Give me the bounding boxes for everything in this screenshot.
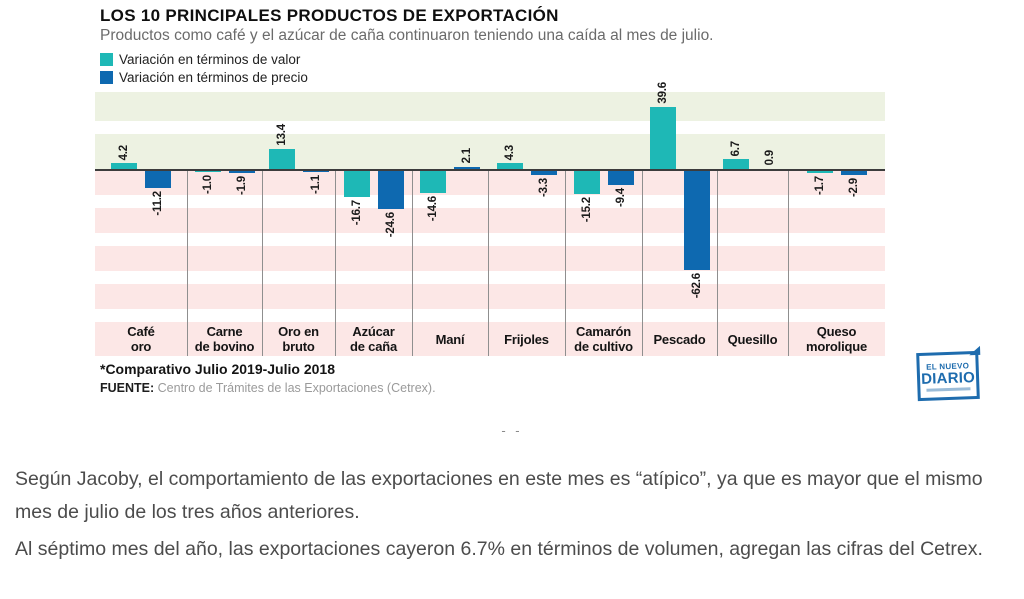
bar-precio-5 [454, 166, 480, 170]
category-label-7: Camarón de cultivo [574, 324, 633, 354]
bar-value-label: -62.6 [690, 273, 703, 299]
el-nuevo-diario-logo: EL NUEVO DIARIO [916, 350, 980, 402]
category-label-5: Maní [435, 331, 465, 347]
bar-valor-10 [806, 170, 833, 173]
category-label-6: Frijoles [504, 331, 549, 347]
bar-value-label: -15.2 [580, 197, 593, 223]
article-paragraph-1: Según Jacoby, el comportamiento de las e… [15, 468, 983, 523]
category-separator-line [565, 170, 566, 356]
bar-value-label: -3.3 [537, 178, 550, 198]
category-label-10: Queso morolique [805, 324, 868, 354]
category-separator-line [335, 170, 336, 356]
bar-value-label: -1.0 [201, 174, 214, 194]
bar-precio-10 [840, 170, 867, 175]
legend-label-valor: Variación en términos de valor [119, 51, 301, 67]
bar-precio-8 [683, 170, 710, 271]
category-separator-line [187, 170, 188, 356]
category-separator-line [788, 170, 789, 356]
positive-band-stripes [95, 92, 885, 170]
negative-band-stripes [95, 170, 885, 322]
bar-precio-1 [145, 170, 171, 188]
bar-precio-7 [607, 170, 634, 186]
bar-value-label: 2.1 [461, 148, 473, 164]
chart-source: FUENTE: Centro de Trámites de las Export… [100, 381, 436, 395]
bar-value-label: 0.9 [763, 150, 776, 166]
bar-valor-1 [111, 163, 137, 170]
bar-value-label: -24.6 [384, 212, 397, 238]
bar-precio-6 [530, 170, 557, 176]
category-separator-line [642, 170, 643, 356]
bar-value-label: -2.9 [847, 177, 860, 197]
logo-line2: DIARIO [920, 368, 976, 388]
category-label-9: Quesillo [727, 331, 778, 347]
category-label-8: Pescado [653, 331, 706, 347]
chart-footnote: *Comparativo Julio 2019-Julio 2018 [100, 361, 335, 377]
article-paragraph-2: Al séptimo mes del año, las exportacione… [15, 538, 983, 560]
bar-value-label: 13.4 [275, 123, 288, 146]
bar-valor-5 [420, 170, 446, 194]
category-label-2: Carne de bovino [194, 324, 255, 354]
bar-value-label: -14.6 [427, 196, 439, 222]
bar-value-label: -9.4 [614, 188, 627, 208]
bar-value-label: -11.2 [152, 190, 164, 216]
bar-value-label: 4.2 [118, 144, 130, 161]
legend-item-valor: Variación en términos de valor [100, 50, 308, 68]
source-label: FUENTE: [100, 381, 155, 395]
bar-valor-7 [573, 170, 600, 195]
category-separator-line [717, 170, 718, 356]
legend-swatch-valor-icon [100, 52, 113, 66]
category-label-4: Azúcar de caña [349, 324, 397, 354]
logo-tagline-bar [926, 386, 971, 392]
category-separator-line [412, 170, 413, 356]
chart-subtitle: Productos como café y el azúcar de caña … [100, 27, 714, 44]
bar-value-label: -1.1 [309, 174, 322, 194]
bar-valor-6 [496, 163, 523, 170]
chart-title: LOS 10 PRINCIPALES PRODUCTOS DE EXPORTAC… [100, 6, 559, 25]
category-label-band [95, 322, 885, 356]
bar-value-label: -1.7 [813, 175, 826, 195]
legend-swatch-precio-icon [100, 70, 113, 84]
bar-value-label: 39.6 [656, 82, 669, 104]
bar-value-label: -1.9 [235, 176, 248, 196]
legend-item-precio: Variación en términos de precio [100, 68, 308, 86]
category-label-1: Café oro [127, 324, 155, 354]
bar-valor-4 [343, 170, 370, 197]
category-separator-line [488, 170, 489, 356]
bar-value-label: 4.3 [503, 144, 516, 161]
legend-label-precio: Variación en términos de precio [119, 69, 308, 85]
bar-precio-2 [228, 170, 255, 174]
source-text: Centro de Trámites de las Exportaciones … [154, 381, 436, 395]
chart-legend: Variación en términos de valor Variación… [100, 50, 308, 86]
bar-value-label: -16.7 [350, 199, 363, 225]
bar-precio-4 [377, 170, 404, 210]
bar-valor-9 [722, 159, 749, 170]
category-separator-line [262, 170, 263, 356]
article-separator: - - [501, 423, 523, 438]
bar-chart-plot: 4.2 -11.2 Café oro -1.0 -1.9 Carne de bovino 13.… [95, 82, 885, 358]
bar-valor-3 [268, 148, 295, 170]
category-label-3: Oro en bruto [278, 324, 319, 354]
bar-value-label: 6.7 [729, 140, 742, 157]
zero-baseline [95, 169, 885, 171]
bar-valor-8 [649, 106, 676, 170]
